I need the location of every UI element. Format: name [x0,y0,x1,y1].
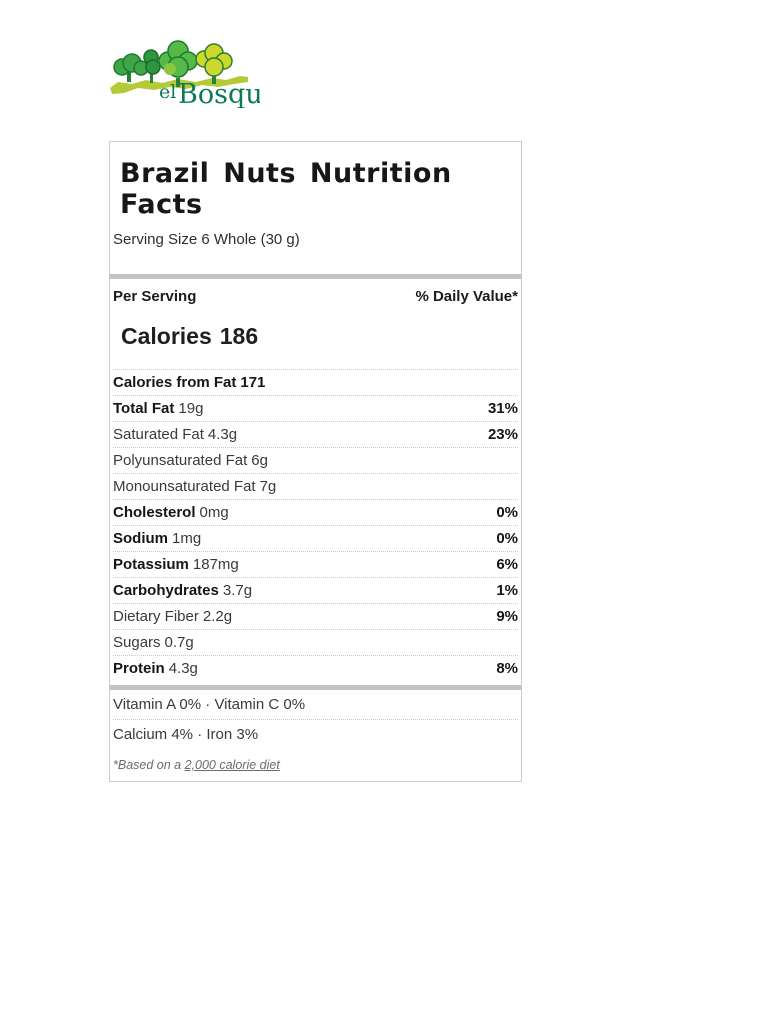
nutrient-row: Cholesterol 0mg 0% [113,499,518,525]
nutrient-row: Saturated Fat 4.3g 23% [113,421,518,447]
nutrient-row: Sodium 1mg 0% [113,525,518,551]
nutrient-label: Total Fat [113,400,175,417]
nutrient-text: Cholesterol 0mg [113,504,229,521]
brand-logo: el Bosque [110,40,260,108]
nutrient-value: 19g [178,400,204,417]
nutrient-label: Carbohydrates [113,582,219,599]
nutrient-value: 0mg [199,504,229,521]
nutrient-text: Calories from Fat 171 [113,374,265,391]
nutrient-text: Sugars 0.7g [113,634,194,651]
nutrient-row: Sugars 0.7g [113,629,518,655]
minerals-row: Calcium 4% · Iron 3% [113,726,259,743]
nutrient-value: 7g [259,478,277,495]
nutrient-label: Monounsaturated Fat [113,478,256,495]
nutrient-row: Calories from Fat 171 [113,369,518,395]
nutrient-percent: 8% [496,660,518,677]
footnote-prefix: *Based on a [113,758,185,772]
nutrient-row: Total Fat 19g 31% [113,395,518,421]
calorie-diet-link[interactable]: 2,000 calorie diet [184,758,280,772]
section-divider [110,685,521,690]
nutrient-text: Total Fat 19g [113,400,203,417]
vitamins-row: Vitamin A 0% · Vitamin C 0% [113,690,518,720]
nutrient-label: Sugars [113,634,161,651]
nutrient-row: Monounsaturated Fat 7g [113,473,518,499]
nutrient-percent: 6% [496,556,518,573]
nutrient-value: 4.3g [207,426,238,443]
tree-icon [143,49,161,83]
per-serving-header: Per Serving [113,288,197,305]
section-divider [110,274,521,279]
nutrient-row: Dietary Fiber 2.2g 9% [113,603,518,629]
tree-icon [113,53,149,82]
nutrient-percent: 0% [496,530,518,547]
nutrient-text: Monounsaturated Fat 7g [113,478,276,495]
nutrient-value: 2.2g [202,608,233,625]
nutrient-label: Calories from Fat [113,374,237,391]
tree-icon [195,43,233,84]
nutrient-text: Sodium 1mg [113,530,201,547]
nutrient-value: 3.7g [222,582,253,599]
nutrient-value: 6g [251,452,268,469]
nutrient-label: Cholesterol [113,504,196,521]
tree-icon [158,40,198,87]
nutrient-row: Protein 4.3g 8% [113,655,518,681]
nutrient-percent: 9% [496,608,518,625]
nutrient-text: Saturated Fat 4.3g [113,426,237,443]
nutrient-label: Saturated Fat [113,426,204,443]
nutrient-text: Potassium 187mg [113,556,239,573]
calories-value: 186 [219,323,259,349]
nutrient-table: Calories from Fat 171 Total Fat 19g 31% Sa… [113,369,518,681]
nutrient-row: Carbohydrates 3.7g 1% [113,577,518,603]
logo-text-bosque: Bosque [178,79,260,108]
nutrient-percent: 1% [496,582,518,599]
logo-text-el: el [159,81,176,103]
nutrient-label: Dietary Fiber [113,608,199,625]
nutrient-value: 4.3g [168,660,198,677]
calories-label: Calories [121,323,212,349]
column-header-row: Per Serving % Daily Value* [113,288,518,305]
nutrition-card: Brazil Nuts Nutrition Facts Serving Size… [109,141,522,782]
label-title: Brazil Nuts Nutrition Facts [120,158,452,220]
nutrient-text: Dietary Fiber 2.2g [113,608,232,625]
nutrient-value: 187mg [192,556,239,573]
nutrient-value: 1mg [172,530,202,547]
nutrient-value: 0.7g [164,634,194,651]
nutrient-text: Polyunsaturated Fat 6g [113,452,268,469]
nutrient-row: Potassium 187mg 6% [113,551,518,577]
footnote: *Based on a 2,000 calorie diet [113,758,280,772]
nutrient-value: 171 [240,374,266,391]
nutrient-percent: 31% [487,400,518,417]
nutrient-percent: 0% [496,504,518,521]
nutrient-label: Polyunsaturated Fat [113,452,248,469]
nutrient-label: Potassium [113,556,189,573]
nutrient-text: Protein 4.3g [113,660,198,677]
daily-value-header: % Daily Value* [415,288,518,305]
serving-size: Serving Size 6 Whole (30 g) [113,231,300,248]
calories-row: Calories 186 [121,323,258,350]
nutrient-text: Carbohydrates 3.7g [113,582,252,599]
nutrient-row: Polyunsaturated Fat 6g [113,447,518,473]
nutrient-percent: 23% [487,426,518,443]
nutrient-label: Protein [113,660,165,677]
nutrient-label: Sodium [113,530,168,547]
